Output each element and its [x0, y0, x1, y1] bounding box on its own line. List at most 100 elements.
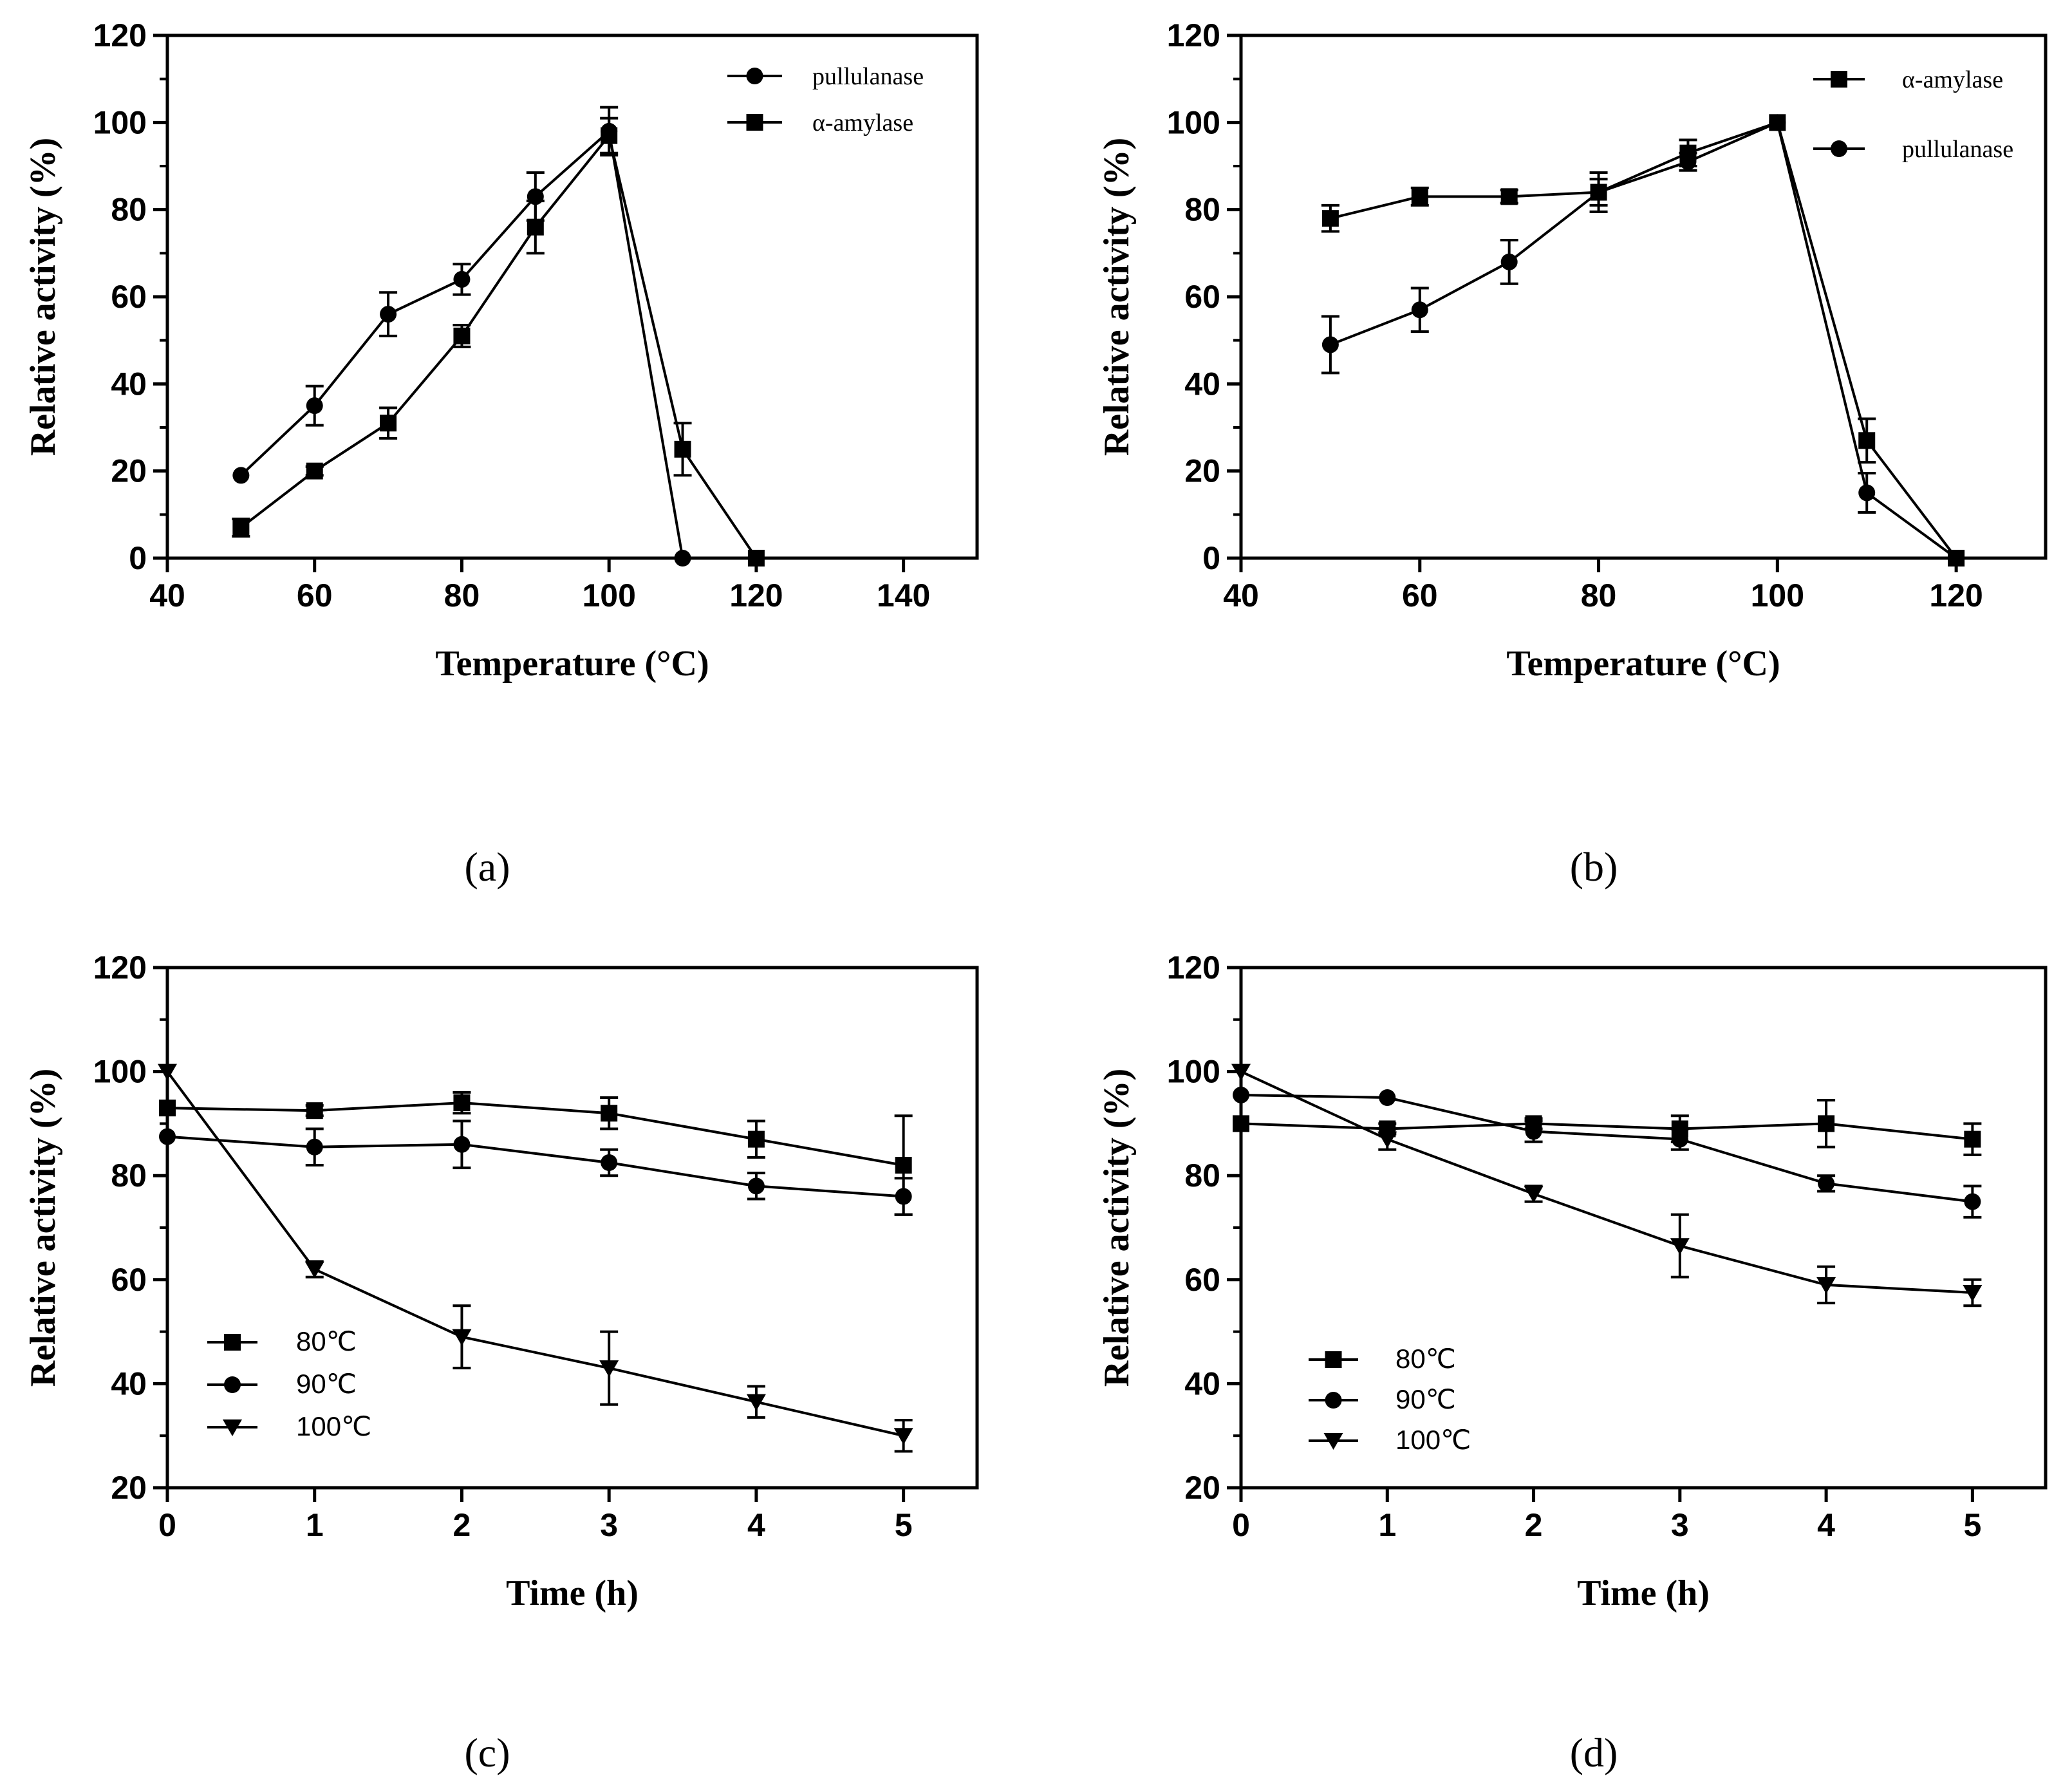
- panel-label-d: (d): [1570, 1730, 1618, 1775]
- y-axis-title: Relative activity (%): [23, 1069, 63, 1387]
- marker-slegend0-p0: [746, 68, 763, 84]
- y-tick-label: 60: [1184, 279, 1220, 315]
- x-tick-label: 5: [895, 1507, 913, 1543]
- marker-s2-p3: [1670, 1238, 1690, 1255]
- marker-s0-p2: [1500, 188, 1518, 205]
- x-tick-label: 120: [1929, 577, 1983, 614]
- marker-s0-p3: [453, 270, 471, 288]
- marker-s1-p4: [1679, 153, 1697, 171]
- marker-s1-p1: [306, 462, 323, 480]
- y-tick-label: 80: [111, 1157, 147, 1194]
- y-tick-label: 120: [93, 950, 147, 986]
- y-tick-label: 0: [1202, 540, 1220, 576]
- marker-s1-p5: [895, 1188, 912, 1205]
- y-axis-title: Relative activity (%): [1097, 1069, 1137, 1387]
- marker-s2-p4: [1816, 1277, 1836, 1294]
- y-tick-label: 0: [129, 540, 147, 576]
- marker-slegend0-p0: [224, 1334, 241, 1351]
- marker-s1-p3: [1590, 183, 1607, 201]
- marker-s1-p1: [1411, 301, 1428, 319]
- marker-s0-p6: [1858, 432, 1876, 449]
- y-tick-label: 100: [93, 104, 147, 140]
- y-tick-label: 100: [1167, 1054, 1220, 1090]
- marker-s2-p4: [746, 1394, 766, 1411]
- panel-label-c: (c): [464, 1730, 510, 1775]
- plot-area-d: 20 40 60 80 100 120 0 1 2 3 4 5 Time (h) Relative act…: [1097, 950, 2048, 1613]
- marker-s1-p4: [527, 218, 544, 236]
- marker-s1-p1: [306, 1138, 323, 1156]
- x-tick-label: 100: [582, 577, 635, 614]
- plot-area-c: 20 40 60 80 100 120 0 1 2 3 4 5 Time (h) Relative act…: [23, 950, 979, 1613]
- x-tick-label: 4: [1817, 1507, 1835, 1543]
- y-tick-label: 120: [1167, 17, 1220, 53]
- y-axis-title: Relative activity (%): [23, 138, 63, 456]
- x-tick-label: 5: [1963, 1507, 1981, 1543]
- chart-panel-c: 20 40 60 80 100 120 0 1 2 3 4 5 Time (h) Relative act…: [23, 950, 979, 1775]
- marker-slegend0-p0: [1325, 1351, 1342, 1368]
- y-tick-label: 60: [1184, 1262, 1220, 1298]
- marker-s0-p5: [895, 1157, 912, 1174]
- y-tick-label: 20: [1184, 453, 1220, 489]
- y-tick-label: 80: [1184, 1157, 1220, 1194]
- chart-panel-d: 20 40 60 80 100 120 0 1 2 3 4 5 Time (h) Relative act…: [1097, 950, 2048, 1775]
- marker-s1-p6: [674, 440, 691, 458]
- legend-label-1: 90℃: [1395, 1384, 1456, 1414]
- marker-s0-p2: [453, 1094, 471, 1112]
- marker-s2-p3: [599, 1360, 619, 1378]
- marker-s1-p5: [1964, 1193, 1981, 1210]
- y-tick-label: 20: [1184, 1470, 1220, 1506]
- marker-s1-p3: [453, 327, 471, 344]
- marker-s0-p0: [1233, 1115, 1249, 1132]
- marker-s1-p0: [1233, 1086, 1249, 1103]
- marker-s1-p0: [159, 1128, 176, 1145]
- marker-slegend1-p0: [224, 1376, 241, 1393]
- series-line-0: [1330, 120, 1957, 559]
- legend-label-1: α-amylase: [812, 109, 913, 136]
- marker-s0-p2: [380, 306, 397, 323]
- y-tick-label: 20: [111, 1470, 147, 1506]
- marker-s0-p6: [674, 550, 691, 567]
- y-axis-title: Relative activity (%): [1097, 138, 1137, 456]
- x-tick-label: 140: [877, 577, 930, 614]
- marker-s1-p4: [1818, 1175, 1835, 1192]
- series-line-1: [1330, 120, 1957, 559]
- x-tick-label: 0: [1232, 1507, 1250, 1543]
- legend-label-0: α-amylase: [1902, 66, 2003, 93]
- x-axis-title: Time (h): [1577, 1573, 1710, 1613]
- x-tick-label: 120: [729, 577, 783, 614]
- marker-s1-p2: [1525, 1123, 1542, 1140]
- marker-s2-p1: [1377, 1131, 1397, 1148]
- marker-s1-p4: [747, 1177, 765, 1195]
- marker-s1-p3: [1671, 1130, 1688, 1148]
- x-axis-title: Time (h): [506, 1573, 639, 1613]
- marker-s0-p0: [232, 467, 250, 484]
- marker-s1-p7: [1948, 550, 1965, 567]
- y-tick-label: 100: [1167, 104, 1220, 140]
- marker-s0-p0: [159, 1100, 176, 1117]
- marker-s2-p0: [1231, 1063, 1251, 1081]
- marker-s1-p6: [1858, 484, 1876, 501]
- marker-s1-p5: [1769, 114, 1786, 131]
- marker-slegend2-p0: [1323, 1433, 1343, 1450]
- x-tick-label: 2: [1525, 1507, 1543, 1543]
- legend-label-2: 100℃: [296, 1411, 371, 1441]
- series-line-0: [167, 1101, 904, 1167]
- y-tick-label: 40: [111, 366, 147, 402]
- x-tick-label: 1: [306, 1507, 324, 1543]
- marker-s1-p7: [747, 550, 765, 567]
- marker-s1-p0: [1321, 336, 1339, 353]
- marker-s2-p5: [1963, 1285, 1983, 1302]
- x-axis-title: Temperature (°C): [435, 644, 709, 684]
- marker-s0-p1: [306, 397, 323, 415]
- plot-area-b: 0 20 40 60 80 100 120 40 60 80 100 120 Temperature (…: [1097, 17, 2048, 684]
- x-tick-label: 40: [1223, 577, 1259, 614]
- legend-label-0: pullulanase: [812, 63, 924, 90]
- x-tick-label: 1: [1378, 1507, 1396, 1543]
- x-tick-label: 60: [1402, 577, 1438, 614]
- y-tick-label: 40: [111, 1365, 147, 1401]
- x-tick-label: 4: [747, 1507, 765, 1543]
- x-tick-label: 0: [158, 1507, 176, 1543]
- y-tick-label: 60: [111, 279, 147, 315]
- marker-slegend1-p0: [1325, 1392, 1342, 1409]
- marker-s1-p2: [380, 415, 397, 432]
